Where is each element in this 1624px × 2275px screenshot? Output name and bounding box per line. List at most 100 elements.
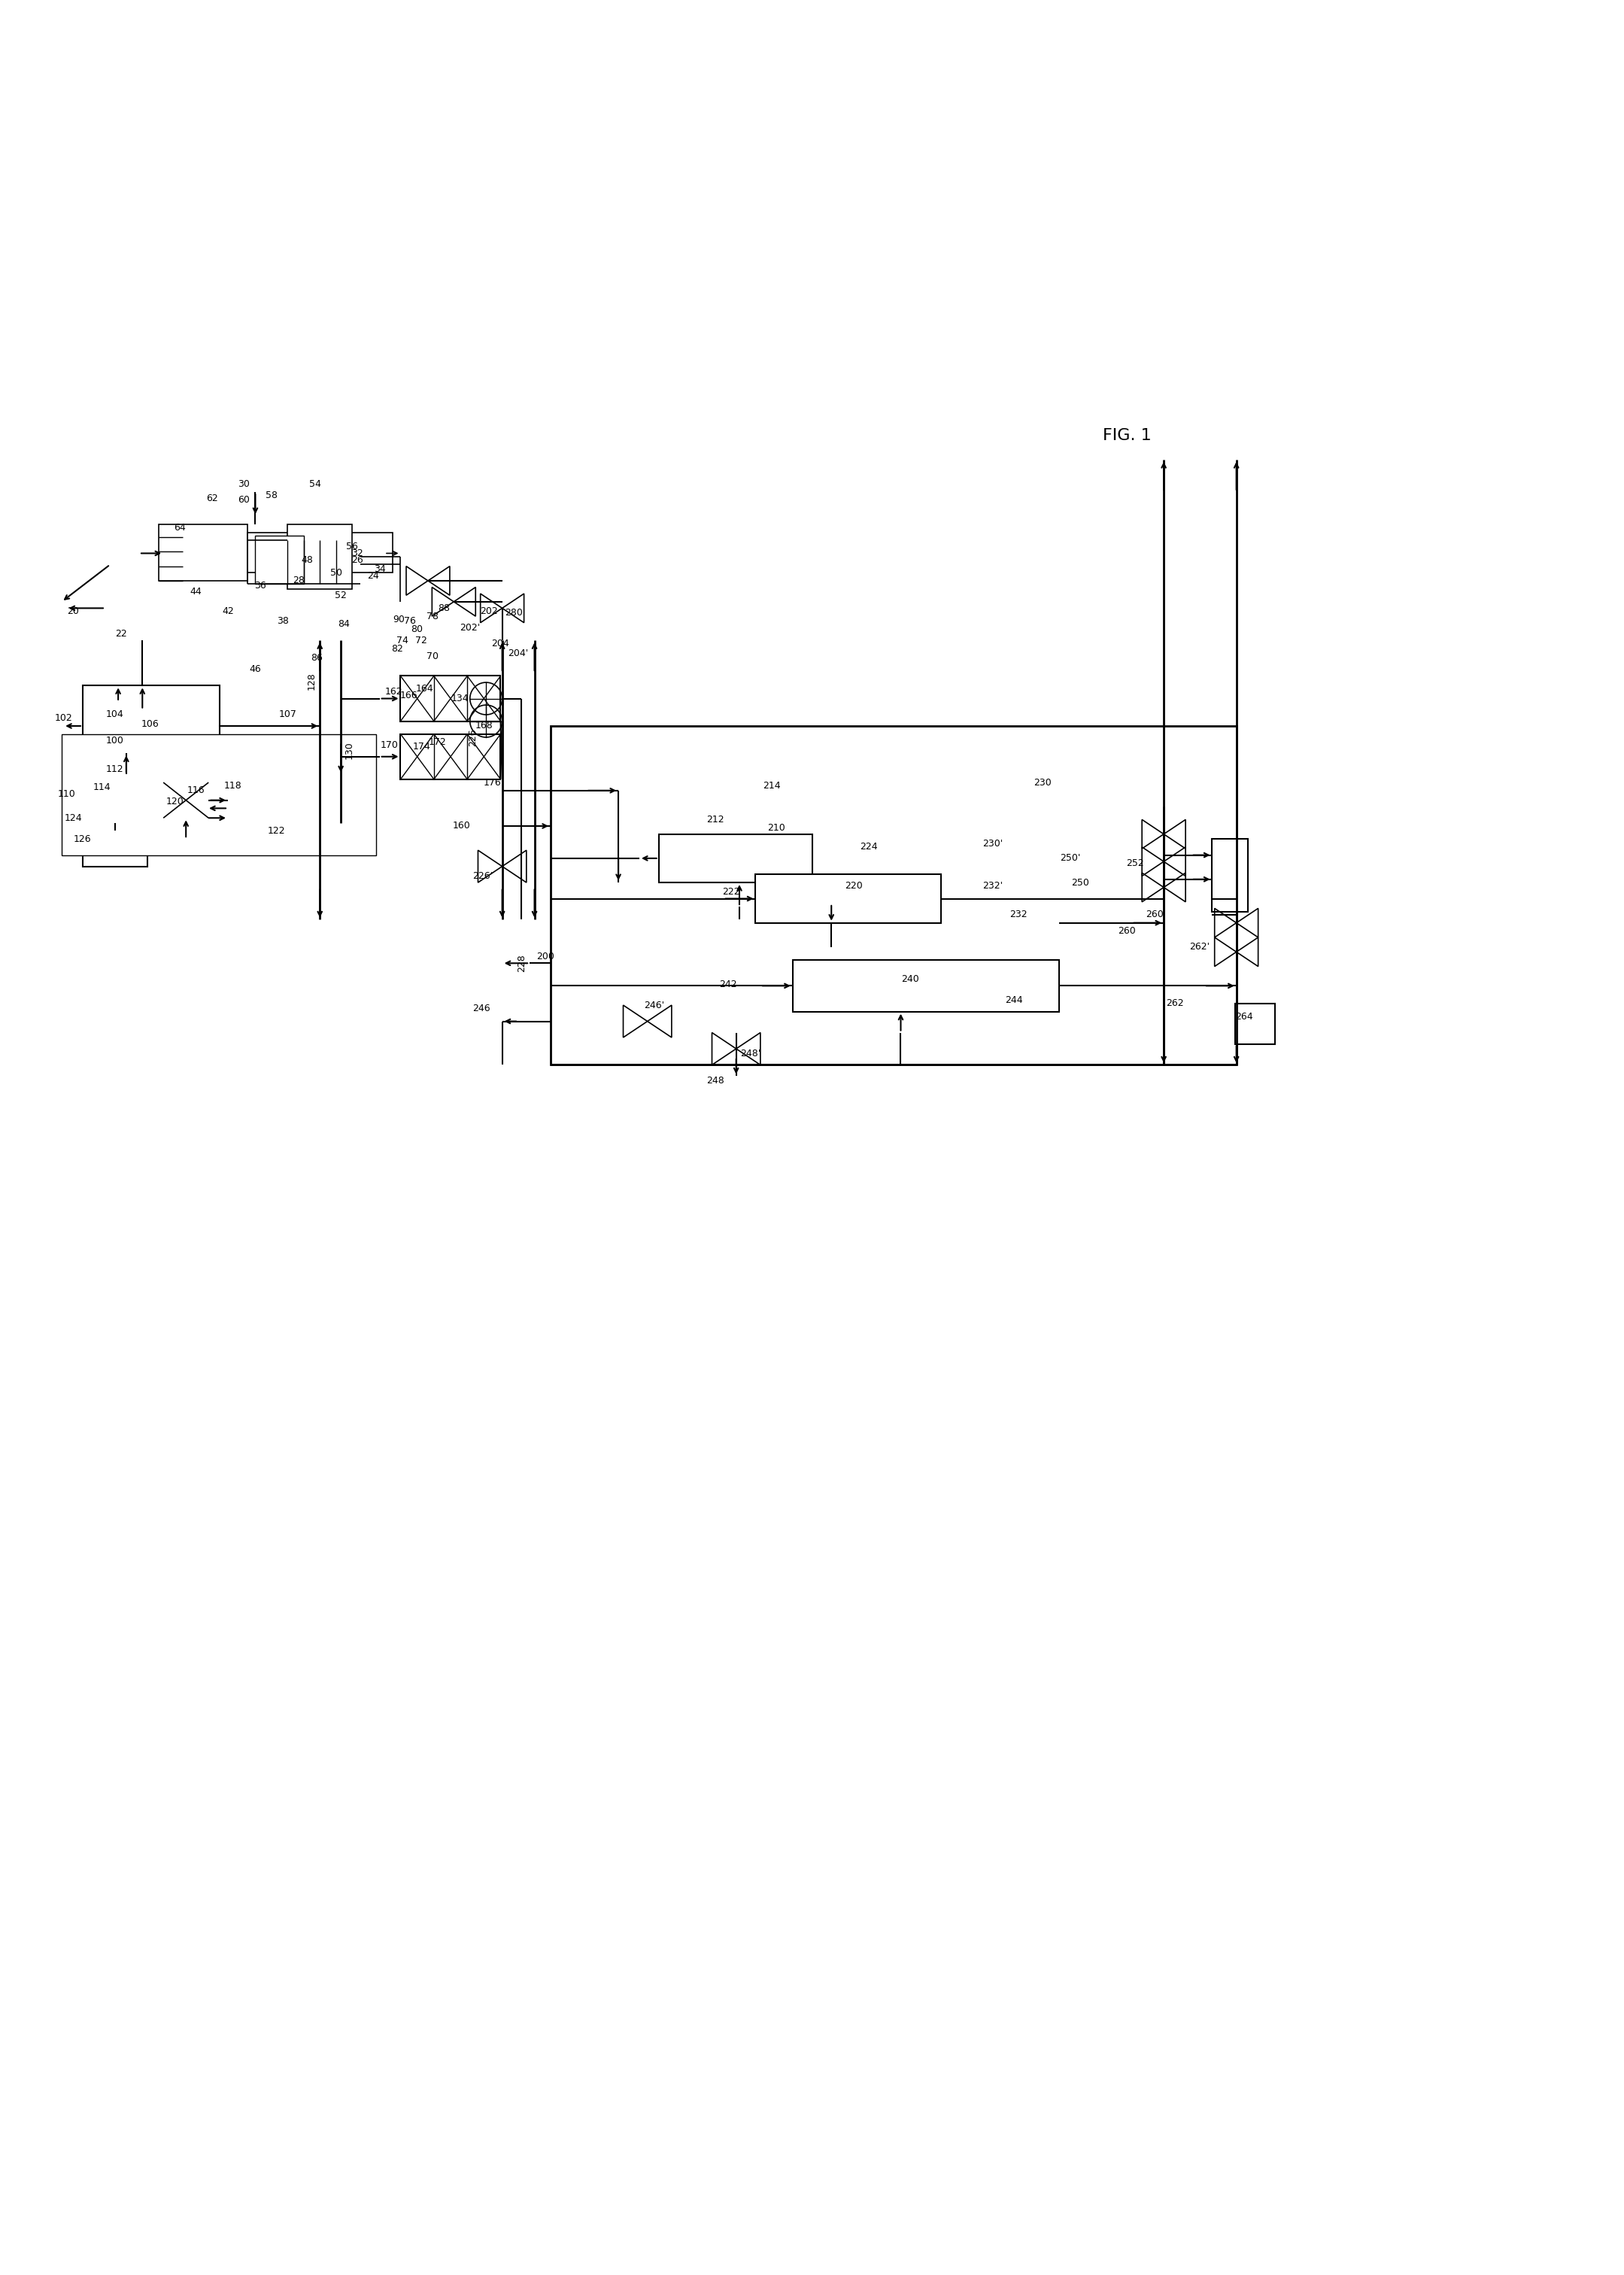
Text: 246': 246' — [643, 1001, 664, 1010]
Text: 56: 56 — [346, 541, 359, 553]
Bar — [247, 532, 393, 573]
Text: 82: 82 — [391, 644, 403, 653]
Text: 44: 44 — [190, 587, 201, 596]
Text: 246: 246 — [473, 1003, 490, 1012]
Text: 26: 26 — [351, 555, 362, 564]
Bar — [755, 874, 940, 924]
Text: 260: 260 — [1117, 926, 1135, 935]
Text: 230: 230 — [1034, 778, 1052, 787]
Text: 230': 230' — [983, 839, 1004, 849]
Text: 52: 52 — [335, 592, 348, 601]
Text: 104: 104 — [106, 710, 123, 719]
Text: 164: 164 — [416, 685, 434, 694]
Bar — [255, 535, 304, 585]
Bar — [159, 523, 247, 580]
Text: 260': 260' — [1145, 910, 1166, 919]
Text: 240: 240 — [901, 974, 919, 985]
Bar — [83, 685, 219, 753]
Text: 174: 174 — [412, 742, 430, 751]
Text: 232': 232' — [983, 880, 1004, 890]
Text: 250': 250' — [1060, 853, 1080, 862]
Bar — [227, 774, 333, 839]
Text: 162: 162 — [385, 687, 403, 696]
Text: 70: 70 — [427, 651, 438, 662]
Text: 124: 124 — [63, 812, 81, 824]
Bar — [1234, 1003, 1275, 1044]
Text: 80: 80 — [411, 623, 422, 635]
Bar — [793, 960, 1059, 1012]
Text: 212: 212 — [706, 814, 724, 824]
Text: 248': 248' — [741, 1049, 762, 1058]
Text: 280: 280 — [505, 607, 523, 619]
Text: 24: 24 — [367, 571, 378, 580]
Text: 84: 84 — [338, 619, 351, 630]
Text: 220: 220 — [844, 880, 862, 890]
Text: 28: 28 — [292, 576, 305, 585]
Text: 248: 248 — [706, 1076, 724, 1085]
Text: 72: 72 — [416, 635, 427, 646]
Text: 54: 54 — [309, 480, 322, 489]
Bar — [551, 726, 1236, 1065]
Text: 64: 64 — [174, 523, 185, 532]
Text: 262': 262' — [1189, 942, 1210, 951]
Text: 122: 122 — [268, 826, 286, 835]
Text: 224: 224 — [859, 842, 877, 851]
Bar — [83, 774, 172, 824]
Bar — [1212, 839, 1247, 912]
Text: 22: 22 — [115, 630, 127, 639]
Text: 202': 202' — [460, 623, 481, 632]
Text: 200: 200 — [538, 951, 555, 962]
Text: 116: 116 — [187, 785, 205, 796]
Text: 118: 118 — [224, 780, 242, 792]
Bar — [83, 830, 148, 867]
Bar — [659, 835, 812, 883]
Text: 160: 160 — [453, 821, 471, 830]
Text: 112: 112 — [106, 764, 123, 774]
Text: 264: 264 — [1236, 1012, 1254, 1021]
Text: 107: 107 — [279, 710, 297, 719]
Text: 134: 134 — [451, 694, 469, 703]
Text: 252: 252 — [1125, 858, 1143, 869]
Text: 62: 62 — [206, 494, 218, 503]
Text: FIG. 1: FIG. 1 — [1103, 428, 1151, 444]
Text: 74: 74 — [396, 635, 408, 646]
Bar — [401, 735, 500, 780]
Text: 170: 170 — [380, 739, 398, 751]
Text: 36: 36 — [255, 580, 266, 592]
Text: 242: 242 — [719, 978, 737, 990]
Text: 222: 222 — [723, 887, 741, 896]
Text: 214: 214 — [763, 780, 781, 792]
Text: 76: 76 — [404, 617, 416, 626]
Text: 244: 244 — [1005, 996, 1023, 1006]
Text: 34: 34 — [374, 564, 385, 573]
Text: 226': 226' — [473, 871, 494, 880]
Bar — [287, 523, 352, 589]
Text: 172: 172 — [429, 737, 447, 746]
Text: 60: 60 — [239, 496, 250, 505]
Text: 250: 250 — [1070, 878, 1088, 887]
Text: 106: 106 — [141, 719, 159, 730]
Text: 32: 32 — [351, 548, 362, 557]
Text: 210: 210 — [768, 824, 786, 833]
Text: 204': 204' — [508, 648, 528, 657]
Text: 232: 232 — [1010, 910, 1028, 919]
Text: 86: 86 — [310, 653, 323, 662]
Text: 30: 30 — [239, 480, 250, 489]
Text: 46: 46 — [250, 664, 261, 673]
Text: 20: 20 — [67, 607, 80, 617]
Text: 176: 176 — [484, 778, 502, 787]
Text: 166: 166 — [400, 689, 417, 701]
Bar — [164, 783, 208, 819]
Bar — [401, 676, 500, 721]
Text: 114: 114 — [93, 783, 110, 792]
Text: 100: 100 — [106, 735, 123, 746]
Text: 168: 168 — [476, 721, 494, 730]
Text: 120: 120 — [166, 796, 184, 808]
Text: 90: 90 — [393, 614, 404, 623]
Text: 102: 102 — [54, 712, 71, 723]
Text: 48: 48 — [300, 555, 313, 564]
Text: 42: 42 — [222, 607, 234, 617]
Text: 110: 110 — [57, 789, 75, 799]
Text: 88: 88 — [438, 603, 450, 612]
Bar — [62, 735, 377, 855]
